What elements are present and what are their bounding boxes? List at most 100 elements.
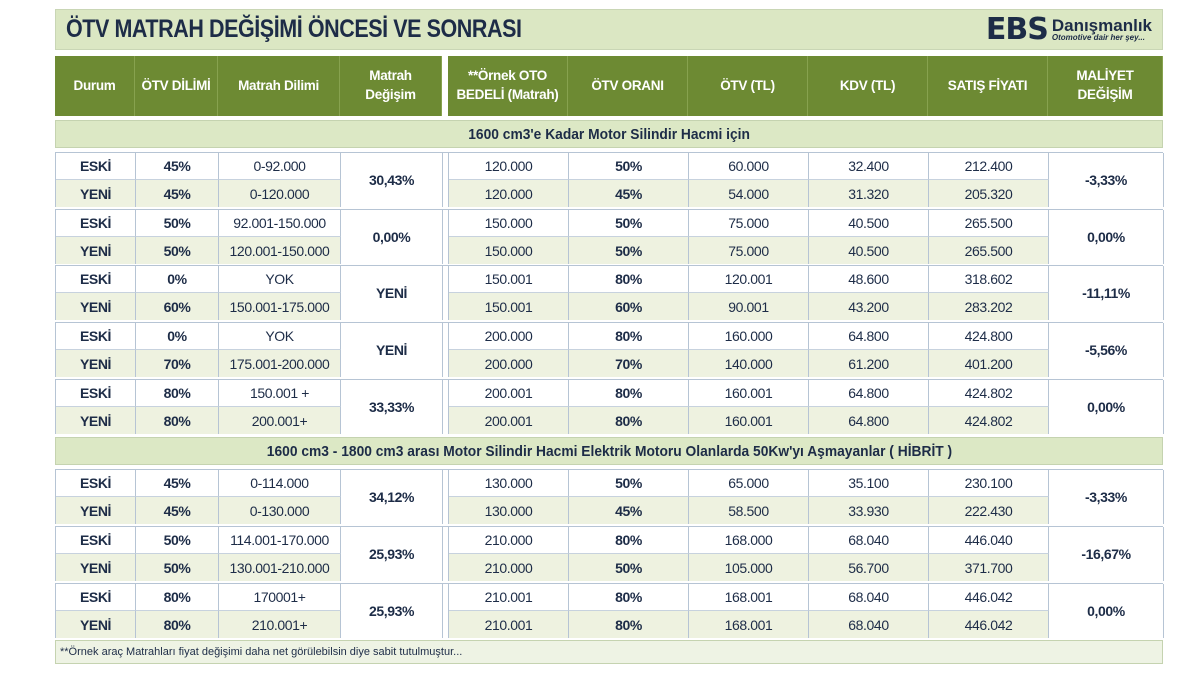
cell-otv-dilimi: 45% — [136, 180, 219, 207]
cell-kdv: 68.040 — [809, 527, 929, 554]
header-satis-fiyati-cell: SATIŞ FİYATI — [928, 56, 1048, 116]
header-kdv-tl: KDV (TL) — [839, 77, 896, 93]
header-matrah-degisim-cell: Matrah Değişim — [340, 56, 442, 116]
cell-durum: ESKİ — [56, 470, 136, 497]
cell-otv-dilimi: 80% — [136, 380, 219, 407]
cell-kdv: 68.040 — [809, 611, 929, 638]
cell-matrah-dilimi: 170001+ — [219, 584, 341, 611]
cell-durum: YENİ — [56, 237, 136, 264]
cell-otv-dilimi: 45% — [136, 497, 219, 524]
cell-otv-dilimi: 50% — [136, 527, 219, 554]
cell-otv-orani: 50% — [569, 153, 689, 180]
cell-matrah-degisim: YENİ — [341, 266, 443, 320]
cell-matrah-dilimi: 92.001-150.000 — [219, 210, 341, 237]
cell-otv-dilimi: 60% — [136, 293, 219, 320]
cell-matrah-dilimi: 130.001-210.000 — [219, 554, 341, 581]
cell-otv-tl: 160.001 — [689, 407, 809, 434]
column-gap — [442, 56, 448, 116]
cell-matrah-dilimi: 120.001-150.000 — [219, 237, 341, 264]
cell-ornek: 150.001 — [449, 293, 569, 320]
cell-matrah-dilimi: 200.001+ — [219, 407, 341, 434]
cell-otv-tl: 54.000 — [689, 180, 809, 207]
header-otv-dilimi-cell: ÖTV DİLİMİ — [135, 56, 218, 116]
cell-ornek: 200.001 — [449, 407, 569, 434]
cell-otv-dilimi: 0% — [136, 266, 219, 293]
cell-kdv: 56.700 — [809, 554, 929, 581]
logo-brand: EBS — [985, 12, 1049, 47]
cell-ornek: 200.000 — [449, 323, 569, 350]
cell-maliyet-degisim: -11,11% — [1049, 266, 1164, 320]
cell-matrah-dilimi: 175.001-200.000 — [219, 350, 341, 377]
cell-satis: 401.200 — [929, 350, 1049, 377]
row-group: ESKİ 45% 0-92.000 120.000 50% 60.000 32.400 212… — [55, 152, 1164, 207]
column-gap — [443, 153, 449, 207]
cell-matrah-degisim: 25,93% — [341, 584, 443, 638]
cell-otv-dilimi: 50% — [136, 210, 219, 237]
cell-kdv: 68.040 — [809, 584, 929, 611]
cell-kdv: 43.200 — [809, 293, 929, 320]
cell-kdv: 48.600 — [809, 266, 929, 293]
cell-kdv: 40.500 — [809, 210, 929, 237]
header-matrah-degisim: Matrah Değişim — [365, 68, 416, 102]
header-otv-dilimi: ÖTV DİLİMİ — [141, 77, 211, 93]
cell-ornek: 130.000 — [449, 497, 569, 524]
cell-kdv: 64.800 — [809, 380, 929, 407]
cell-otv-tl: 160.001 — [689, 380, 809, 407]
cell-kdv: 40.500 — [809, 237, 929, 264]
cell-otv-orani: 80% — [569, 407, 689, 434]
header-maliyet-degisim-cell: MALİYET DEĞİŞİM — [1048, 56, 1163, 116]
cell-matrah-dilimi: 150.001 + — [219, 380, 341, 407]
cell-otv-tl: 65.000 — [689, 470, 809, 497]
cell-otv-orani: 45% — [569, 497, 689, 524]
cell-otv-tl: 75.000 — [689, 237, 809, 264]
cell-matrah-dilimi: 0-120.000 — [219, 180, 341, 207]
cell-otv-dilimi: 50% — [136, 554, 219, 581]
cell-satis: 230.100 — [929, 470, 1049, 497]
cell-matrah-dilimi: 210.001+ — [219, 611, 341, 638]
cell-otv-tl: 168.001 — [689, 611, 809, 638]
cell-satis: 265.500 — [929, 210, 1049, 237]
cell-otv-tl: 160.000 — [689, 323, 809, 350]
cell-maliyet-degisim: -5,56% — [1049, 323, 1164, 377]
cell-ornek: 210.000 — [449, 554, 569, 581]
cell-durum: ESKİ — [56, 153, 136, 180]
cell-matrah-dilimi: YOK — [219, 323, 341, 350]
cell-otv-tl: 75.000 — [689, 210, 809, 237]
cell-satis: 265.500 — [929, 237, 1049, 264]
cell-otv-tl: 168.000 — [689, 527, 809, 554]
cell-ornek: 200.000 — [449, 350, 569, 377]
cell-matrah-dilimi: 114.001-170.000 — [219, 527, 341, 554]
column-gap — [443, 380, 449, 434]
cell-kdv: 33.930 — [809, 497, 929, 524]
cell-otv-tl: 58.500 — [689, 497, 809, 524]
row-group: ESKİ 50% 92.001-150.000 150.000 50% 75.000 40.… — [55, 209, 1164, 264]
cell-otv-orani: 80% — [569, 323, 689, 350]
row-group: ESKİ 0% YOK 150.001 80% 120.001 48.600 318.602 Y… — [55, 265, 1164, 320]
cell-kdv: 64.800 — [809, 407, 929, 434]
header-otv-orani: ÖTV ORANI — [591, 77, 664, 93]
header-kdv-tl-cell: KDV (TL) — [808, 56, 928, 116]
cell-ornek: 210.001 — [449, 584, 569, 611]
cell-satis: 318.602 — [929, 266, 1049, 293]
header-otv-tl-cell: ÖTV (TL) — [688, 56, 808, 116]
cell-otv-tl: 105.000 — [689, 554, 809, 581]
section-title: 1600 cm3'e Kadar Motor Silindir Hacmi iç… — [55, 120, 1163, 148]
cell-matrah-degisim: 34,12% — [341, 470, 443, 524]
cell-satis: 205.320 — [929, 180, 1049, 207]
cell-otv-dilimi: 70% — [136, 350, 219, 377]
cell-durum: YENİ — [56, 611, 136, 638]
cell-ornek: 200.001 — [449, 380, 569, 407]
cell-maliyet-degisim: -3,33% — [1049, 470, 1164, 524]
cell-kdv: 32.400 — [809, 153, 929, 180]
cell-maliyet-degisim: 0,00% — [1049, 380, 1164, 434]
cell-otv-dilimi: 45% — [136, 153, 219, 180]
cell-otv-tl: 120.001 — [689, 266, 809, 293]
cell-ornek: 130.000 — [449, 470, 569, 497]
header-durum: Durum — [73, 77, 116, 93]
cell-otv-orani: 80% — [569, 584, 689, 611]
cell-satis: 446.042 — [929, 584, 1049, 611]
cell-kdv: 64.800 — [809, 323, 929, 350]
ebs-logo: EBS Danışmanlık Otomotive dair her şey..… — [986, 12, 1152, 47]
column-gap — [443, 470, 449, 524]
cell-kdv: 31.320 — [809, 180, 929, 207]
